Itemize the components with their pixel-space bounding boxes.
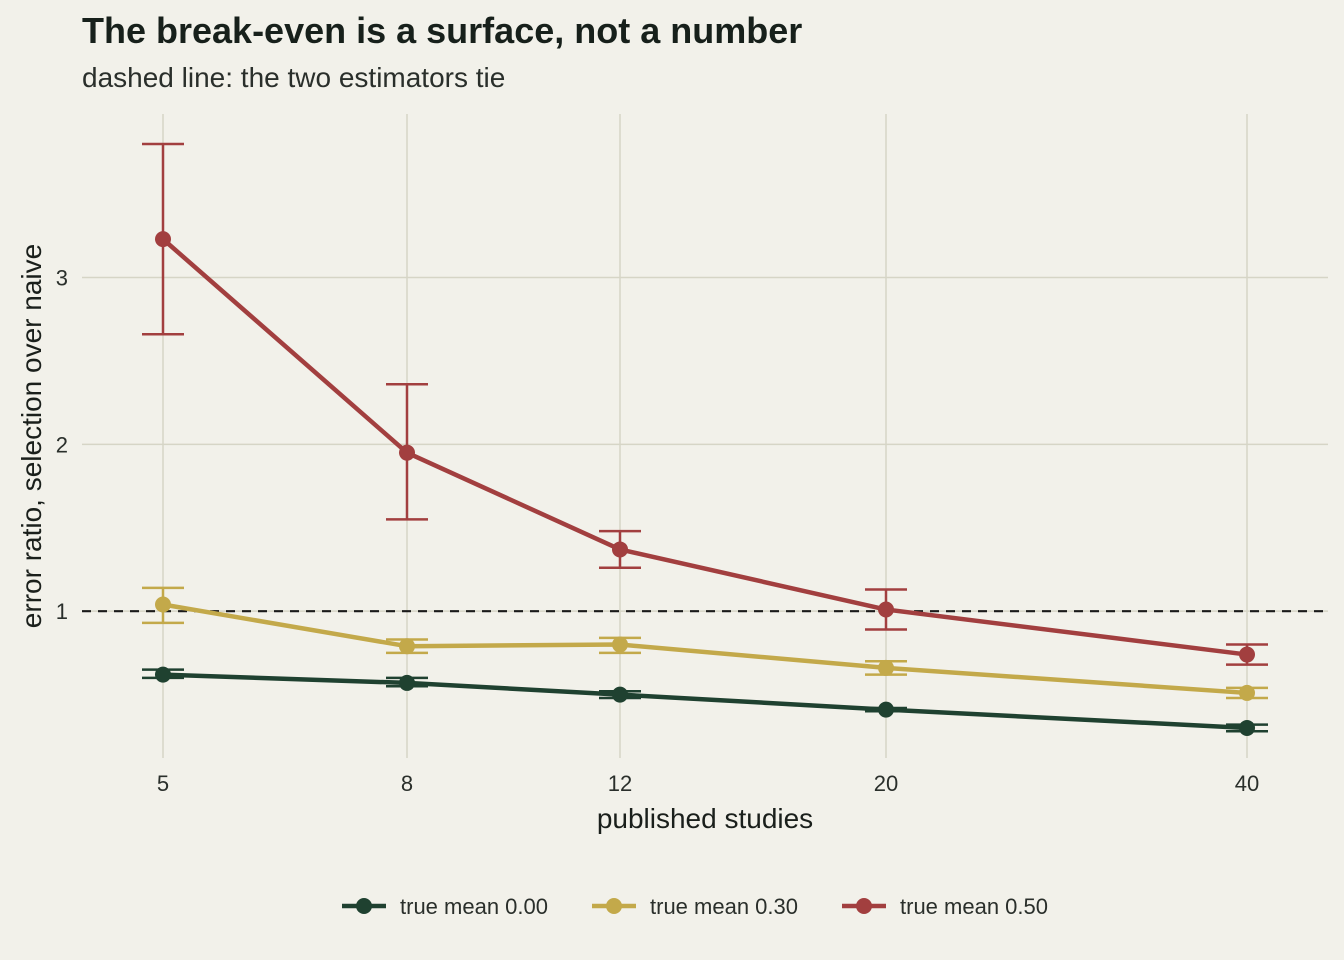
x-tick-label: 12 — [608, 771, 632, 796]
data-point — [155, 231, 171, 248]
legend: true mean 0.00 true mean 0.30 true mean 0.… — [342, 894, 1048, 919]
data-point — [399, 674, 415, 691]
x-tick-label: 8 — [401, 771, 413, 796]
data-point — [155, 666, 171, 683]
data-point — [1239, 646, 1255, 663]
data-point — [1239, 719, 1255, 736]
series-0 — [142, 666, 1268, 736]
legend-label: true mean 0.30 — [650, 894, 798, 919]
series-line — [161, 237, 1248, 657]
series-1 — [142, 586, 1268, 701]
y-tick-label: 2 — [56, 432, 68, 457]
chart-subtitle: dashed line: the two estimators tie — [82, 62, 506, 93]
data-point — [612, 686, 628, 703]
x-tick-label: 5 — [157, 771, 169, 796]
x-tick-label: 40 — [1235, 771, 1259, 796]
data-point — [399, 638, 415, 655]
data-point — [612, 636, 628, 653]
x-axis-label: published studies — [597, 803, 813, 834]
data-point — [1239, 684, 1255, 701]
data-point — [878, 659, 894, 676]
data-point — [878, 701, 894, 718]
grid — [82, 114, 1328, 758]
data-point — [612, 541, 628, 558]
y-axis-label: error ratio, selection over naive — [16, 244, 47, 628]
legend-key-point — [856, 898, 872, 914]
data-point — [155, 596, 171, 613]
series-2 — [142, 142, 1268, 666]
y-tick-label: 3 — [56, 266, 68, 291]
legend-label: true mean 0.00 — [400, 894, 548, 919]
series-group — [142, 142, 1268, 736]
legend-label: true mean 0.50 — [900, 894, 1048, 919]
legend-key-point — [606, 898, 622, 914]
data-point — [399, 444, 415, 461]
data-point — [878, 601, 894, 618]
x-tick-label: 20 — [874, 771, 898, 796]
legend-key-point — [356, 898, 372, 914]
chart-title: The break-even is a surface, not a numbe… — [82, 10, 803, 51]
y-tick-label: 1 — [56, 599, 68, 624]
